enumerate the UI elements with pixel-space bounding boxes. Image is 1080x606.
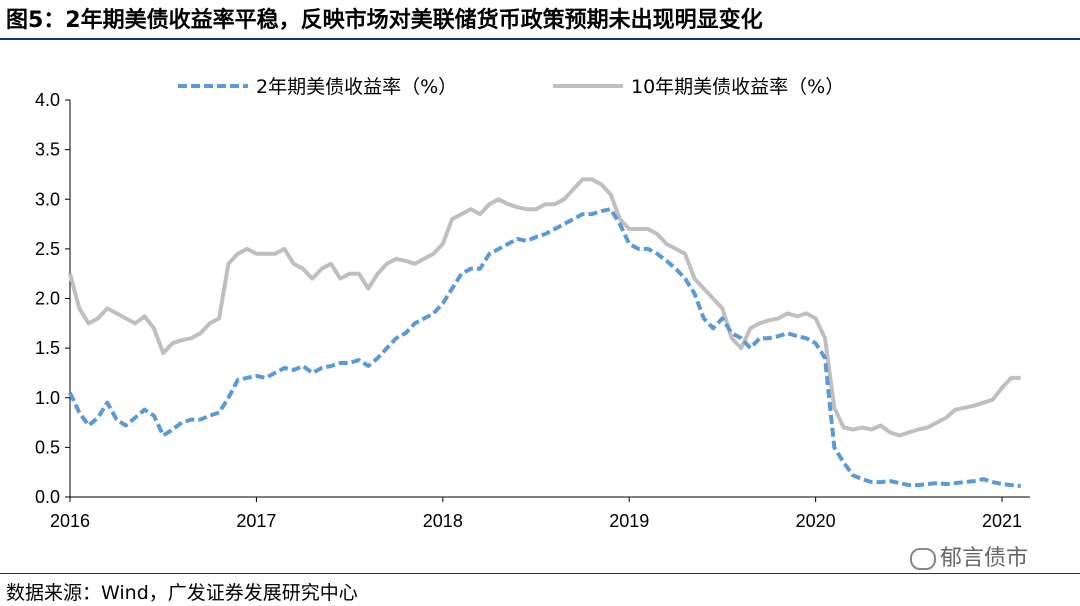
x-tick-label: 2016 <box>50 511 90 531</box>
x-tick-label: 2019 <box>609 511 649 531</box>
y-tick-label: 1.0 <box>35 388 60 408</box>
series-line-10y <box>68 177 1021 438</box>
y-tick-label: 2.5 <box>35 239 60 259</box>
watermark-text: 郁言债市 <box>940 546 1029 571</box>
legend-label-10y: 10年期美债收益率（%） <box>631 76 844 98</box>
watermark: 郁言债市 <box>910 540 1028 572</box>
y-tick-label: 0.5 <box>35 437 60 457</box>
y-tick-label: 3.5 <box>35 140 60 160</box>
y-tick-label: 0.0 <box>35 487 60 507</box>
y-tick-label: 4.0 <box>35 90 60 110</box>
series-line-2y <box>68 207 1021 489</box>
series-lines <box>68 177 1021 489</box>
axes: 0.0 0.5 1.0 1.5 2.0 2.5 3.0 3.5 4.0 2016 2017 2018 2… <box>35 90 1030 531</box>
legend-label-2y: 2年期美债收益率（%） <box>256 76 457 98</box>
y-tick-label: 3.0 <box>35 189 60 209</box>
x-tick-label: 2018 <box>423 511 463 531</box>
x-tick-label: 2020 <box>796 511 836 531</box>
wechat-icon <box>910 548 936 570</box>
bottom-rule <box>0 573 1080 574</box>
source-note: 数据来源：Wind，广发证券发展研究中心 <box>6 582 358 604</box>
x-tick-label: 2021 <box>982 511 1022 531</box>
x-tick-label: 2017 <box>236 511 276 531</box>
line-chart: 2年期美债收益率（%） 10年期美债收益率（%） 0.0 0.5 1.0 1.5 2.0 2… <box>35 76 1030 531</box>
legend: 2年期美债收益率（%） 10年期美债收益率（%） <box>178 76 844 98</box>
y-tick-label: 2.0 <box>35 289 60 309</box>
top-rule <box>0 38 1080 40</box>
y-tick-label: 1.5 <box>35 338 60 358</box>
chart-title: 图5：2年期美债收益率平稳，反映市场对美联储货币政策预期未出现明显变化 <box>6 8 763 33</box>
